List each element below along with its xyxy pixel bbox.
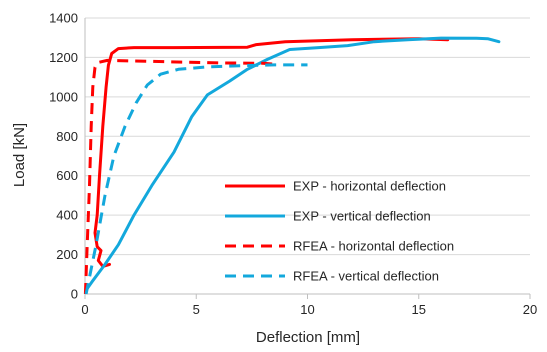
x-axis-title: Deflection [mm] [256, 329, 360, 346]
series-line-4 [84, 63, 308, 295]
x-tick-label: 0 [81, 302, 88, 317]
x-tick-label: 15 [412, 302, 426, 317]
x-tick-label: 5 [193, 302, 200, 317]
y-tick-label: 1000 [49, 89, 78, 104]
axes [84, 18, 531, 299]
y-tick-label: 0 [71, 287, 78, 302]
series-line-1 [93, 37, 450, 268]
y-tick-label: 200 [56, 247, 78, 262]
y-tick-label: 600 [56, 168, 78, 183]
series-lines [83, 36, 501, 295]
y-tick-label: 1400 [49, 11, 78, 26]
y-tick-label: 1200 [49, 50, 78, 65]
series-line-2 [84, 36, 501, 292]
legend: EXP - horizontal deflection EXP - vertica… [225, 179, 454, 284]
legend-label: RFEA - horizontal deflection [293, 239, 454, 254]
legend-label: RFEA - vertical deflection [293, 269, 439, 284]
y-axis-title: Load [kN] [11, 123, 28, 187]
y-tick-label: 400 [56, 208, 78, 223]
series-line-3 [83, 58, 277, 295]
x-tick-label: 10 [300, 302, 314, 317]
legend-label: EXP - vertical deflection [293, 209, 431, 224]
x-tick-label: 20 [523, 302, 537, 317]
y-tick-label: 800 [56, 129, 78, 144]
legend-label: EXP - horizontal deflection [293, 179, 446, 194]
tick-labels: 0 200 400 600 800 1000 1200 1400 0 5 10 15 20 [49, 11, 537, 318]
